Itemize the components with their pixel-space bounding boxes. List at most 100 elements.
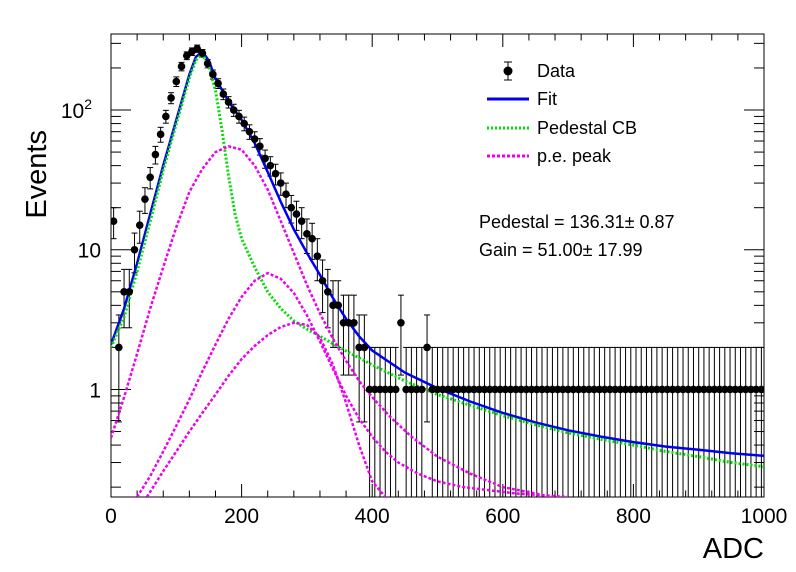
data-point <box>721 385 729 394</box>
data-point <box>438 385 447 394</box>
data-point <box>653 385 661 394</box>
legend-entry-data: Data <box>503 61 576 81</box>
data-point <box>459 385 468 394</box>
data-point <box>151 150 160 159</box>
curve-pe-peak-4 <box>136 271 569 497</box>
data-point <box>616 385 625 394</box>
data-point <box>574 385 583 394</box>
data-point <box>172 77 181 86</box>
data-point <box>135 221 144 229</box>
legend-label-data: Data <box>537 61 576 81</box>
data-point <box>684 385 693 394</box>
data-point <box>449 385 457 394</box>
data-point <box>527 385 536 394</box>
curve-p-e-peak <box>111 144 558 497</box>
x-tick-label: 200 <box>224 505 259 528</box>
fit-curves <box>111 49 764 497</box>
data-point <box>642 385 651 394</box>
data-point <box>600 385 609 394</box>
data-point <box>120 288 128 296</box>
data-point <box>198 49 207 58</box>
y-axis-title: Events <box>21 130 53 219</box>
data-point <box>548 385 557 394</box>
data-point <box>423 343 431 352</box>
data-point <box>564 385 572 394</box>
data-point <box>297 217 306 226</box>
data-point <box>512 385 520 394</box>
data-point <box>465 385 473 394</box>
data-point <box>292 210 301 218</box>
data-point <box>229 106 238 114</box>
data-point <box>115 343 123 352</box>
x-tick-label: 1000 <box>741 505 788 528</box>
data-point <box>412 385 421 394</box>
data-point <box>553 385 562 394</box>
data-point <box>177 62 186 71</box>
x-tick-label: 800 <box>616 505 651 528</box>
data-point <box>606 385 614 394</box>
data-point <box>303 230 311 238</box>
data-point <box>736 385 745 394</box>
data-point <box>569 385 578 394</box>
tick-labels: 0 200 400 600 800 1000 1 10 102 <box>61 96 788 528</box>
data-point <box>694 385 703 394</box>
data-point <box>256 142 264 151</box>
data-point <box>611 385 619 394</box>
data-point <box>350 319 358 327</box>
data-point <box>402 385 410 394</box>
data-point <box>444 385 452 394</box>
data-point <box>235 112 243 121</box>
legend-entry-fit: Fit <box>487 89 557 109</box>
x-tick-label: 400 <box>355 505 390 528</box>
data-point <box>418 385 426 394</box>
data-point <box>355 343 363 352</box>
data-point <box>162 112 170 121</box>
data-point <box>679 385 687 394</box>
data-point <box>219 90 228 98</box>
data-point <box>323 288 332 296</box>
data-point <box>726 385 734 394</box>
data-point <box>308 234 316 243</box>
data-point <box>360 343 369 352</box>
data-point <box>407 385 416 394</box>
data-point <box>517 385 525 394</box>
x-axis-title: ADC <box>703 533 764 565</box>
data-point <box>647 385 656 394</box>
x-tick-label: 600 <box>485 505 520 528</box>
data-point <box>637 385 646 394</box>
data-point <box>245 127 254 136</box>
data-point <box>313 252 322 260</box>
data-point <box>266 161 275 170</box>
data-point <box>485 385 494 394</box>
data-point <box>125 288 134 296</box>
data-point <box>632 385 640 394</box>
data-point <box>203 59 212 68</box>
data-point <box>428 385 437 394</box>
data-point <box>506 385 515 394</box>
data-point <box>480 385 489 394</box>
data-point <box>339 319 348 327</box>
data-point <box>156 130 165 139</box>
data-point <box>532 385 541 394</box>
data-point <box>715 385 724 394</box>
data-point <box>329 301 337 310</box>
data-point <box>579 385 588 394</box>
legend-entry-pedestal-cb: Pedestal CB <box>487 118 637 138</box>
data-point <box>668 385 677 394</box>
data-point <box>146 173 154 182</box>
data-point <box>318 276 327 285</box>
data-point <box>741 385 750 394</box>
data-point <box>376 385 384 394</box>
data-point <box>538 385 546 394</box>
data-point <box>141 195 149 204</box>
data-point <box>250 135 259 143</box>
data-point <box>287 203 296 212</box>
data-point <box>386 385 395 394</box>
data-point <box>731 385 740 394</box>
data-point <box>663 385 672 394</box>
data-point <box>501 385 510 394</box>
data-point <box>470 385 478 394</box>
data-points <box>111 44 764 394</box>
y-tick-label: 102 <box>61 96 92 123</box>
